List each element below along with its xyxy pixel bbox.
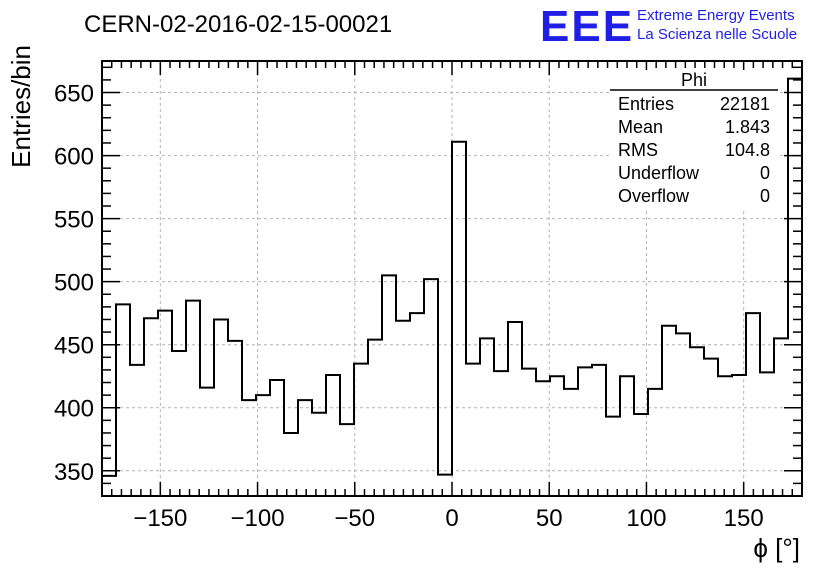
y-tick-label: 550 [54, 207, 94, 234]
stats-value-underflow: 0 [760, 163, 770, 183]
x-axis-title: ϕ [°] [753, 533, 800, 563]
y-tick-label: 500 [54, 270, 94, 297]
x-tick-label: 50 [536, 505, 563, 532]
y-tick-label: 650 [54, 81, 94, 108]
x-tick-label: 150 [724, 505, 764, 532]
logo-mark: EEE [540, 2, 634, 51]
x-tick-label: 100 [626, 505, 666, 532]
y-tick-labels: 350 400 450 500 550 600 650 [54, 81, 94, 486]
stats-label-mean: Mean [618, 117, 663, 137]
stats-value-rms: 104.8 [725, 140, 770, 160]
y-axis-title: Entries/bin [6, 45, 36, 168]
eee-logo: EEE Extreme Energy Events La Scienza nel… [540, 2, 797, 51]
logo-line-1: Extreme Energy Events [637, 7, 795, 24]
stats-label-underflow: Underflow [618, 163, 700, 183]
stats-value-entries: 22181 [720, 94, 770, 114]
x-tick-label: −100 [231, 505, 285, 532]
stats-value-overflow: 0 [760, 186, 770, 206]
stats-label-overflow: Overflow [618, 186, 690, 206]
axis-ticks [102, 61, 802, 496]
y-tick-label: 450 [54, 333, 94, 360]
stats-label-entries: Entries [618, 94, 674, 114]
x-tick-label: −50 [334, 505, 375, 532]
stats-box-background [610, 70, 778, 210]
x-tick-labels: −150 −100 −50 0 50 100 150 [133, 505, 763, 532]
histogram-series-phi [101, 77, 802, 496]
y-tick-label: 350 [54, 459, 94, 486]
plot-frame [101, 60, 803, 497]
y-tick-label: 400 [54, 396, 94, 423]
stats-box: Phi Entries 22181 Mean 1.843 RMS 104.8 U… [610, 70, 778, 210]
y-tick-label: 600 [54, 144, 94, 171]
chart-title: CERN-02-2016-02-15-00021 [84, 11, 392, 38]
logo-line-2: La Scienza nelle Scuole [637, 26, 797, 43]
x-tick-label: 0 [445, 505, 458, 532]
stats-value-mean: 1.843 [725, 117, 770, 137]
x-tick-label: −150 [133, 505, 187, 532]
stats-box-title: Phi [681, 70, 707, 90]
stats-label-rms: RMS [618, 140, 658, 160]
